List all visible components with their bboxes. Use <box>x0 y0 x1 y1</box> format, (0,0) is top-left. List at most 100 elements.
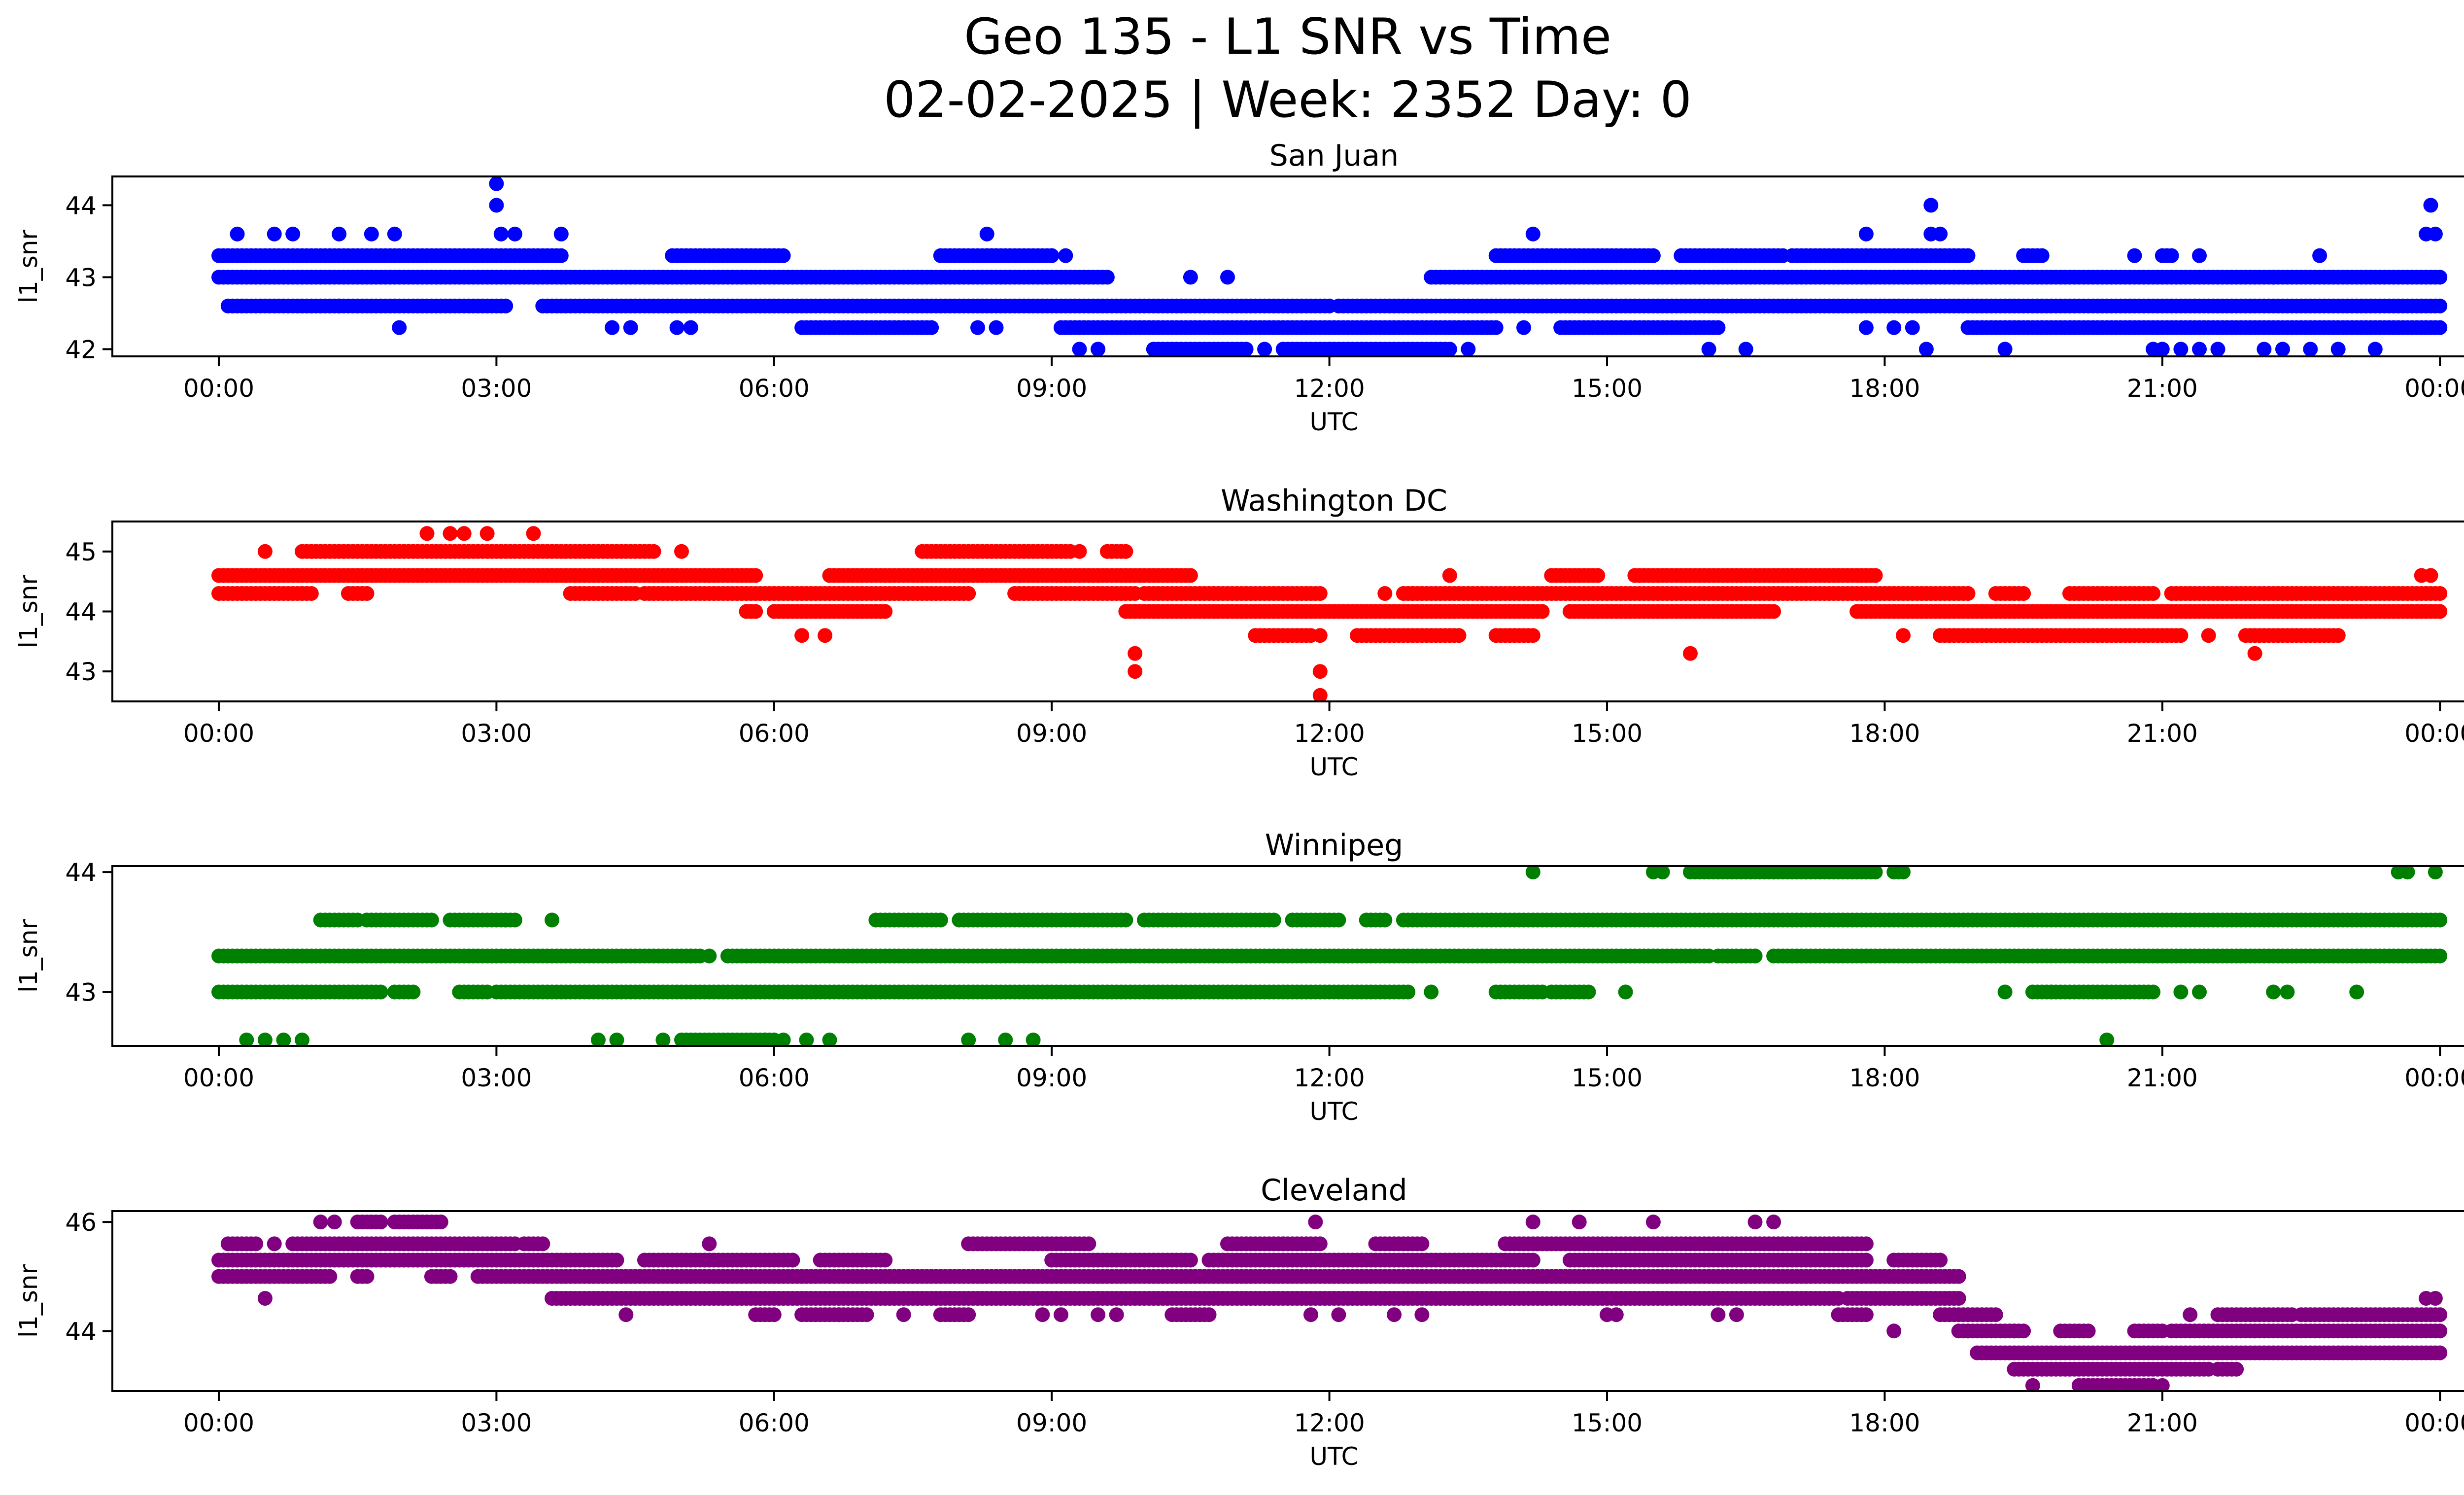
x-tick-label: 15:00 <box>1572 719 1643 748</box>
y-tick-label: 43 <box>65 263 97 292</box>
data-point <box>1451 628 1467 643</box>
data-points <box>211 176 2448 356</box>
data-point <box>2192 342 2207 356</box>
x-tick-label: 21:00 <box>2127 374 2198 403</box>
data-point <box>1368 342 1383 356</box>
data-point <box>1238 342 1254 356</box>
data-point <box>1886 320 1902 335</box>
x-tick-label: 06:00 <box>739 719 810 748</box>
data-point <box>683 948 698 964</box>
data-point <box>1868 866 1883 880</box>
data-point <box>2192 984 2207 1000</box>
y-axis-label: l1_snr <box>14 230 43 303</box>
data-point <box>794 628 810 643</box>
data-points <box>211 526 2448 701</box>
data-point <box>1488 320 1504 335</box>
data-point <box>1581 984 1596 1000</box>
data-point <box>433 1215 448 1230</box>
data-point <box>1312 688 1328 701</box>
data-points <box>211 866 2448 1046</box>
data-point <box>507 912 522 928</box>
data-point <box>961 1032 976 1046</box>
data-point <box>1655 866 1670 880</box>
data-point <box>1312 628 1328 643</box>
x-axis-label: UTC <box>1309 1097 1358 1126</box>
subplot-title: Winnipeg <box>1265 828 1403 863</box>
y-tick-label: 43 <box>65 658 97 686</box>
figure-title-line-1: Geo 135 - L1 SNR vs Time <box>964 7 1611 66</box>
data-point <box>1058 248 1073 263</box>
x-tick-label: 00:00 <box>183 719 254 748</box>
data-point <box>1525 1252 1540 1268</box>
x-tick-label: 03:00 <box>461 719 532 748</box>
x-tick-label: 12:00 <box>1294 719 1365 748</box>
data-point <box>1618 984 1633 1000</box>
data-point <box>1414 1236 1430 1252</box>
data-point <box>669 320 684 335</box>
data-point <box>591 1032 606 1046</box>
data-point <box>1183 270 1198 285</box>
data-point <box>332 226 347 242</box>
data-point <box>443 526 458 541</box>
data-point <box>2127 248 2142 263</box>
data-point <box>1525 628 1540 643</box>
data-point <box>285 226 301 242</box>
data-point <box>1711 320 1726 335</box>
data-point <box>1960 586 1976 601</box>
data-point <box>674 544 689 559</box>
data-point <box>489 198 504 213</box>
data-point <box>998 1032 1013 1046</box>
data-point <box>493 226 509 242</box>
data-point <box>1266 912 1281 928</box>
data-point <box>1183 1252 1198 1268</box>
data-point <box>392 320 407 335</box>
data-point <box>1099 270 1115 285</box>
data-point <box>989 320 1004 335</box>
data-point <box>1442 568 1457 583</box>
figure-title-line-2: 02-02-2025 | Week: 2352 Day: 0 <box>884 70 1692 129</box>
data-point <box>2173 342 2189 356</box>
x-tick-label: 09:00 <box>1016 1064 1087 1092</box>
data-point <box>2349 984 2364 1000</box>
data-point <box>655 1032 671 1046</box>
data-point <box>1951 1269 1966 1284</box>
x-axis-label: UTC <box>1309 408 1358 436</box>
data-point <box>2312 248 2327 263</box>
subplot-title: San Juan <box>1269 139 1399 173</box>
data-point <box>1535 604 1550 619</box>
data-point <box>276 1032 291 1046</box>
data-point <box>609 1032 624 1046</box>
data-point <box>822 1032 837 1046</box>
data-point <box>748 568 763 583</box>
data-point <box>2432 586 2448 601</box>
data-point <box>1044 248 1060 263</box>
data-point <box>683 320 698 335</box>
data-point <box>1923 198 1939 213</box>
data-point <box>553 226 569 242</box>
subplot-title: Washington DC <box>1221 484 1447 518</box>
data-point <box>970 320 985 335</box>
data-point <box>2428 866 2443 880</box>
data-point <box>961 586 976 601</box>
y-tick-label: 44 <box>65 191 97 220</box>
data-point <box>1322 342 1337 356</box>
data-point <box>2146 342 2161 356</box>
data-point <box>239 1032 254 1046</box>
x-tick-label: 00:00 <box>2404 719 2464 748</box>
data-point <box>776 248 791 263</box>
data-point <box>2016 586 2031 601</box>
x-tick-label: 18:00 <box>1849 374 1920 403</box>
data-point <box>419 526 435 541</box>
x-tick-label: 06:00 <box>739 1064 810 1092</box>
data-point <box>1858 1252 1874 1268</box>
y-tick-label: 42 <box>65 335 97 364</box>
data-point <box>1128 664 1143 679</box>
data-point <box>248 1236 264 1252</box>
data-point <box>507 226 522 242</box>
data-point <box>406 984 421 1000</box>
data-point <box>1905 320 1920 335</box>
data-point <box>2173 628 2189 643</box>
data-point <box>1960 248 1976 263</box>
data-point <box>2280 984 2295 1000</box>
